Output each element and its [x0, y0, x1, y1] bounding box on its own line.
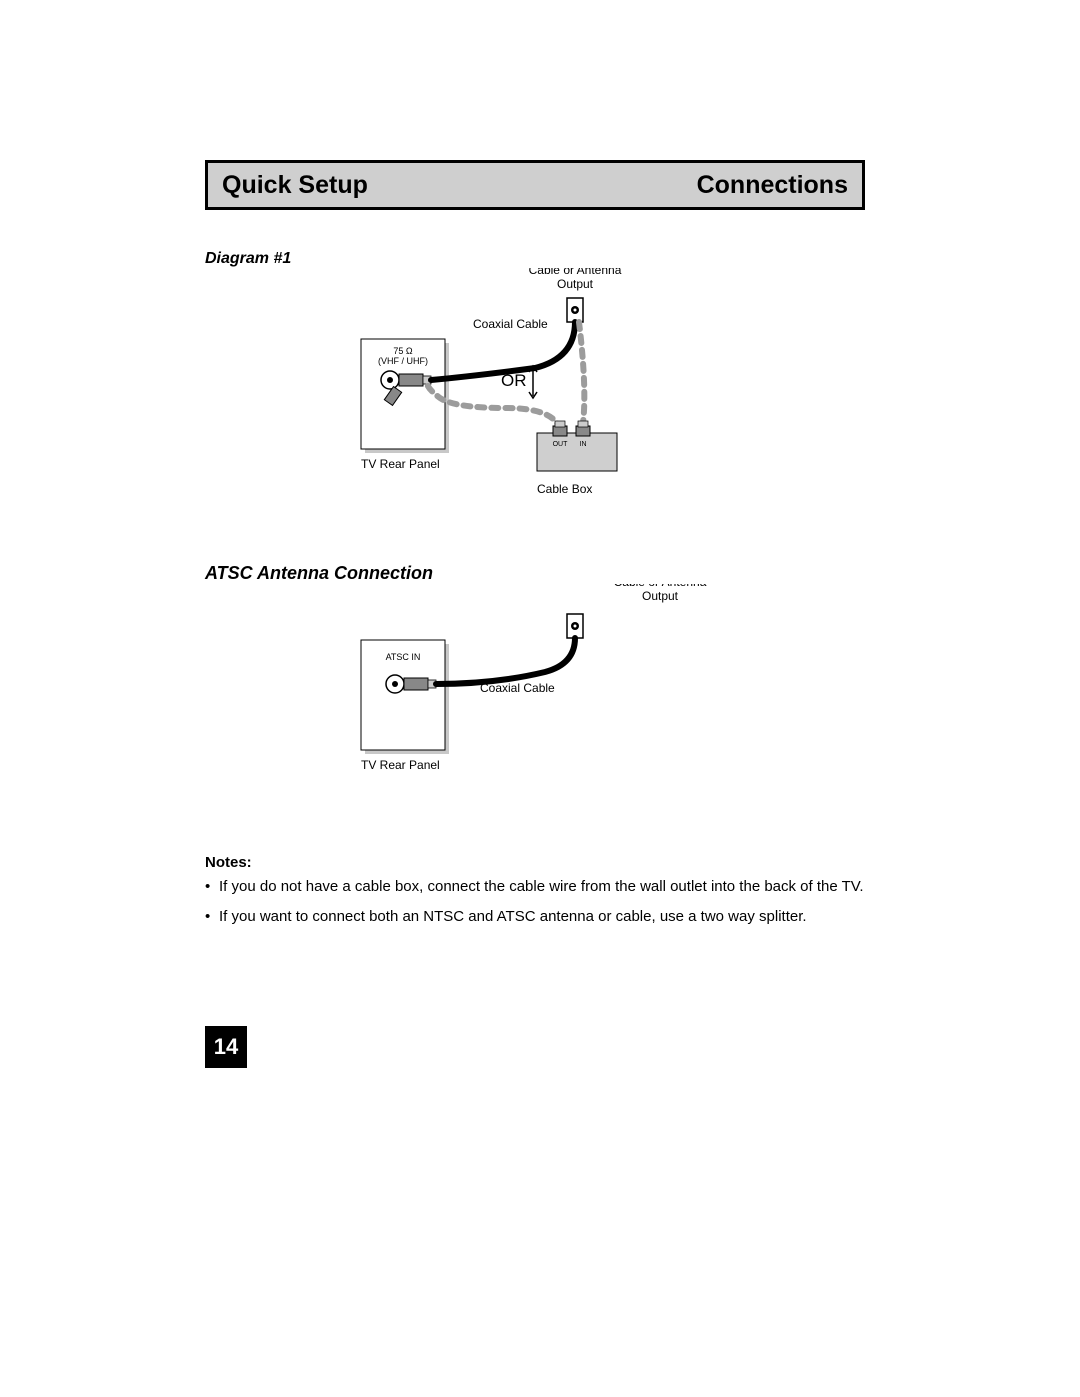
tv-panel-label2: (VHF / UHF): [378, 356, 428, 366]
cable-box-icon: OUT IN: [537, 421, 617, 471]
header-left: Quick Setup: [222, 171, 368, 200]
diagram1-source-label1: Cable or Antenna: [529, 268, 622, 277]
header-bar: Quick Setup Connections: [205, 160, 865, 210]
wall-jack-icon: [567, 298, 583, 322]
tv-connector-icon-2: [386, 675, 436, 693]
solid-cable-2: [436, 638, 575, 684]
diagram1: Cable or Antenna Output 75 Ω (VHF / UHF): [205, 268, 865, 523]
cablebox-out-label: OUT: [553, 441, 569, 448]
diagram2-coax-label: Coaxial Cable: [480, 681, 555, 695]
or-arrow-icon: [529, 366, 537, 398]
notes-list: If you do not have a cable box, connect …: [205, 877, 865, 928]
dashed-cable-in: [579, 322, 584, 430]
diagram2-source-label2: Output: [642, 589, 679, 603]
notes-heading: Notes:: [205, 854, 865, 871]
page-number: 14: [205, 1026, 247, 1068]
tv-panel-label1: 75 Ω: [393, 346, 413, 356]
cablebox-caption: Cable Box: [537, 482, 592, 496]
diagram1-coax-label: Coaxial Cable: [473, 317, 548, 331]
diagram2-title: ATSC Antenna Connection: [205, 563, 865, 584]
diagram2: Cable or Antenna Output ATSC IN TV Rea: [205, 584, 865, 809]
note-item: If you want to connect both an NTSC and …: [205, 907, 865, 927]
tv-panel-caption: TV Rear Panel: [361, 457, 440, 471]
note-item: If you do not have a cable box, connect …: [205, 877, 865, 897]
diagram1-source-label2: Output: [557, 277, 594, 291]
header-right: Connections: [697, 171, 848, 200]
tv-panel-caption-2: TV Rear Panel: [361, 758, 440, 772]
cablebox-in-label: IN: [580, 441, 587, 448]
or-label: OR: [501, 371, 527, 390]
tv-panel-label-atsc: ATSC IN: [386, 652, 421, 662]
wall-jack-icon-2: [567, 614, 583, 638]
diagram1-label: Diagram #1: [205, 250, 865, 268]
page-content: Quick Setup Connections Diagram #1 Cable…: [205, 160, 865, 943]
